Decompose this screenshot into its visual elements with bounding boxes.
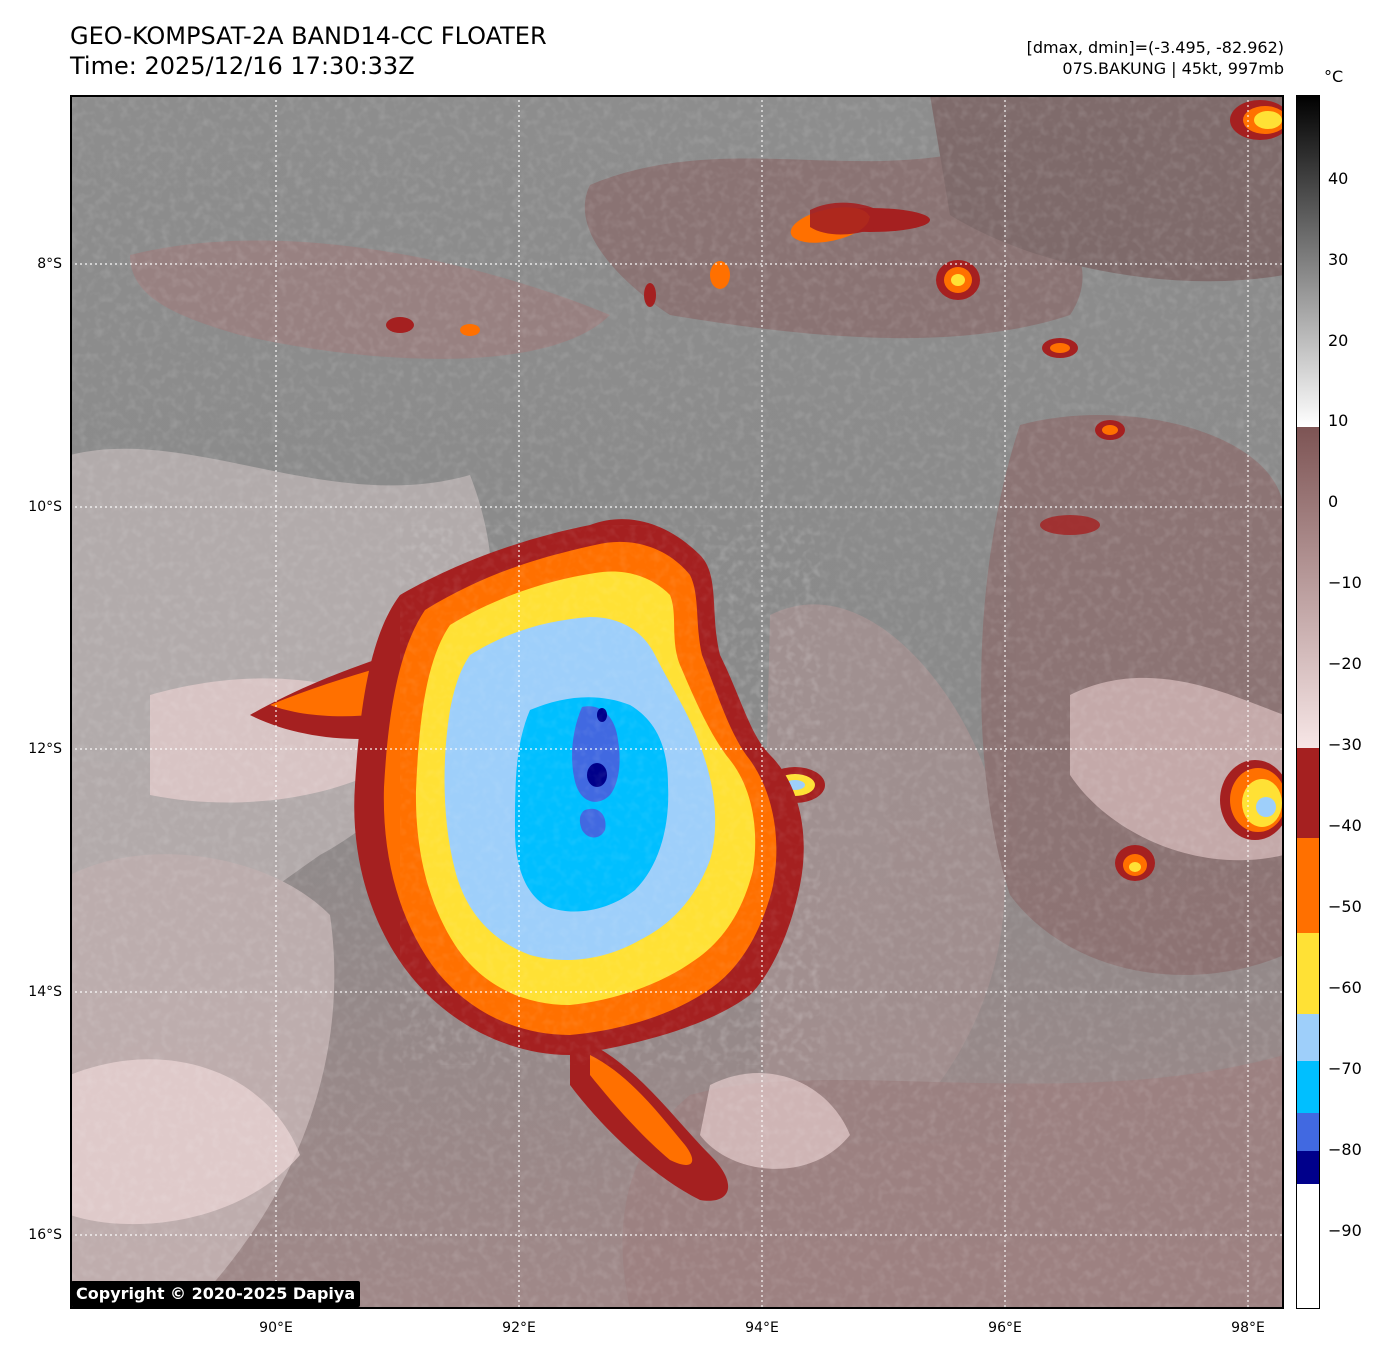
colorbar-dark-red-segment	[1296, 748, 1320, 838]
colorbar-tick: −70	[1328, 1059, 1362, 1078]
lat-label-14s: 14°S	[28, 984, 62, 1000]
gridlines	[70, 95, 1284, 1309]
colorbar-tick: −30	[1328, 735, 1362, 754]
lon-label-98e: 98°E	[1231, 1320, 1265, 1336]
dmax-dmin-readout: [dmax, dmin]=(-3.495, -82.962)	[1026, 38, 1284, 57]
lat-label-16s: 16°S	[28, 1227, 62, 1243]
lon-label-96e: 96°E	[988, 1320, 1022, 1336]
colorbar-royal-blue-segment	[1296, 1113, 1320, 1151]
chart-title: GEO-KOMPSAT-2A BAND14-CC FLOATER	[70, 22, 547, 50]
timestamp: Time: 2025/12/16 17:30:33Z	[70, 52, 415, 80]
colorbar-gray-segment	[1296, 95, 1320, 427]
lat-label-10s: 10°S	[28, 499, 62, 515]
colorbar-tick: 10	[1328, 411, 1349, 430]
satellite-image	[70, 95, 1284, 1309]
colorbar-tick: 30	[1328, 250, 1349, 269]
lon-label-94e: 94°E	[745, 1320, 779, 1336]
colorbar-deep-blue-segment	[1296, 1151, 1320, 1184]
colorbar-tick: −80	[1328, 1140, 1362, 1159]
colorbar-tick: −10	[1328, 573, 1362, 592]
storm-info: 07S.BAKUNG | 45kt, 997mb	[1062, 59, 1284, 78]
colorbar-tick: −50	[1328, 897, 1362, 916]
lat-label-12s: 12°S	[28, 741, 62, 757]
colorbar-sky-blue-segment	[1296, 1061, 1320, 1113]
lat-label-8s: 8°S	[37, 256, 62, 272]
colorbar-tick: 0	[1328, 492, 1339, 511]
lon-label-90e: 90°E	[259, 1320, 293, 1336]
colorbar-yellow-segment	[1296, 933, 1320, 1014]
colorbar-warm-segment	[1296, 427, 1320, 748]
colorbar-tick: −60	[1328, 978, 1362, 997]
colorbar-tick: −90	[1328, 1221, 1362, 1240]
colorbar-light-blue-segment	[1296, 1014, 1320, 1061]
colorbar-orange-segment	[1296, 838, 1320, 933]
lon-label-92e: 92°E	[502, 1320, 536, 1336]
colorbar-tick: −40	[1328, 816, 1362, 835]
colorbar-unit: °C	[1324, 67, 1344, 86]
colorbar-white-segment	[1296, 1184, 1320, 1309]
colorbar-tick: 40	[1328, 169, 1349, 188]
colorbar-tick: −20	[1328, 654, 1362, 673]
colorbar	[1296, 95, 1320, 1309]
colorbar-tick: 20	[1328, 331, 1349, 350]
copyright-badge: Copyright © 2020-2025 Dapiya	[71, 1281, 361, 1307]
